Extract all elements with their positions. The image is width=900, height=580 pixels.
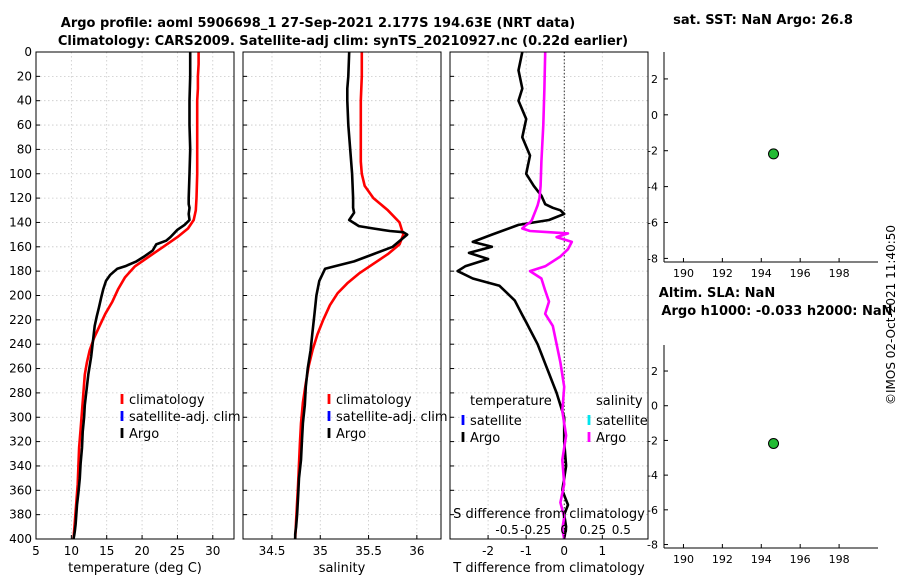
x-tick-label: 0 bbox=[560, 544, 568, 558]
series-line-climatology bbox=[72, 52, 200, 540]
x-tick-label: 196 bbox=[790, 553, 811, 566]
x-tick-label: 190 bbox=[673, 267, 694, 280]
timestamp-label: ©IMOS 02-Oct-2021 11:40:50 bbox=[884, 225, 898, 405]
figure-title-line-2: Climatology: CARS2009. Satellite-adj cli… bbox=[58, 34, 628, 49]
x-tick-label: 1 bbox=[598, 544, 606, 558]
x-tick-label: 192 bbox=[712, 553, 733, 566]
x-tick-label: 194 bbox=[751, 267, 772, 280]
x-tick-label: -1 bbox=[520, 544, 532, 558]
sst-inset-panel: 2 0 -2 -4 -6 -8 190 192 194 196 198 sat. SST: NaN A… bbox=[647, 13, 878, 280]
y-tick-label: -8 bbox=[647, 252, 658, 265]
series-line-salinity-argo bbox=[520, 51, 574, 540]
legend-label: Argo bbox=[470, 431, 500, 446]
top-tick-label: -0.25 bbox=[520, 523, 551, 537]
x-tick-label: 36 bbox=[409, 544, 424, 558]
top-tick-label: 0.5 bbox=[612, 523, 631, 537]
legend-label: Argo bbox=[336, 427, 366, 442]
series-line-argo bbox=[72, 52, 192, 540]
y-tick-label: 60 bbox=[17, 118, 32, 132]
y-tick-label: 40 bbox=[17, 94, 32, 108]
legend-label: climatology bbox=[336, 393, 412, 408]
y-tick-label: 260 bbox=[9, 362, 32, 376]
sla-inset-title-line-1: Altim. SLA: NaN bbox=[659, 286, 775, 301]
legend-label: climatology bbox=[129, 393, 205, 408]
x-tick-label: 194 bbox=[751, 553, 772, 566]
y-tick-label: 220 bbox=[9, 313, 32, 327]
y-tick-label: 2 bbox=[651, 73, 658, 86]
x-axis-label: salinity bbox=[319, 561, 366, 576]
x-tick-label: 25 bbox=[170, 544, 185, 558]
x-tick-label: 35.5 bbox=[355, 544, 382, 558]
y-tick-label: 20 bbox=[17, 69, 32, 83]
y-tick-label: -6 bbox=[647, 504, 658, 517]
top-tick-label: 0 bbox=[560, 523, 568, 537]
y-tick-label: 0 bbox=[24, 45, 32, 59]
y-tick-label: 0 bbox=[651, 109, 658, 122]
legend-title-salinity: salinity bbox=[596, 394, 643, 409]
y-tick-label: -2 bbox=[647, 145, 658, 158]
x-tick-label: 192 bbox=[712, 267, 733, 280]
salinity-panel: 34.5 35 35.5 36 salinity climatology satellite… bbox=[242, 51, 448, 576]
y-tick-label: 180 bbox=[9, 264, 32, 278]
y-tick-label: -4 bbox=[647, 469, 658, 482]
y-tick-label: 2 bbox=[651, 365, 658, 378]
y-tick-label: 380 bbox=[9, 508, 32, 522]
y-tick-label: -2 bbox=[647, 434, 658, 447]
y-tick-label: 100 bbox=[9, 167, 32, 181]
x-tick-label: 190 bbox=[673, 553, 694, 566]
y-tick-label: 240 bbox=[9, 337, 32, 351]
top-tick-label: -0.5 bbox=[495, 523, 518, 537]
figure-title-line-1: Argo profile: aoml 5906698_1 27-Sep-2021… bbox=[61, 16, 575, 31]
x-tick-label: 196 bbox=[790, 267, 811, 280]
profile-location-marker bbox=[768, 148, 780, 160]
y-tick-label: 360 bbox=[9, 483, 32, 497]
x-tick-label: 34.5 bbox=[259, 544, 286, 558]
y-tick-label: 400 bbox=[9, 532, 32, 546]
legend-label: satellite bbox=[470, 414, 522, 429]
y-tick-label: 120 bbox=[9, 191, 32, 205]
legend-title-temperature: temperature bbox=[470, 394, 552, 409]
y-tick-label: 80 bbox=[17, 142, 32, 156]
series-line-climatology bbox=[293, 52, 405, 540]
difference-panel: -2 -1 0 1 T difference from climatology tempe… bbox=[449, 51, 649, 576]
sst-inset-title: sat. SST: NaN Argo: 26.8 bbox=[673, 13, 853, 28]
x-tick-label: -2 bbox=[482, 544, 494, 558]
legend-label: Argo bbox=[129, 427, 159, 442]
profile-location-marker bbox=[768, 437, 780, 449]
y-tick-label: -6 bbox=[647, 217, 658, 230]
y-tick-label: 340 bbox=[9, 459, 32, 473]
x-tick-label: 5 bbox=[32, 544, 40, 558]
legend-label: satellite-adj. clim bbox=[336, 410, 448, 425]
legend-label: satellite-adj. clim bbox=[129, 410, 241, 425]
y-tick-label: 300 bbox=[9, 410, 32, 424]
x-tick-label: 198 bbox=[829, 553, 850, 566]
x-tick-label: 35 bbox=[313, 544, 328, 558]
legend-label: satellite bbox=[596, 414, 648, 429]
y-tick-label: -4 bbox=[647, 181, 658, 194]
x-tick-label: 20 bbox=[134, 544, 149, 558]
y-tick-label: 160 bbox=[9, 240, 32, 254]
x-tick-label: 30 bbox=[205, 544, 220, 558]
x-tick-label: 198 bbox=[829, 267, 850, 280]
sla-inset-panel: 2 0 -2 -4 -6 -8 190 192 194 196 198 Altim. SLA: NaN… bbox=[647, 286, 893, 566]
top-axis-label: S difference from climatology bbox=[453, 507, 645, 522]
temperature-panel: 5 10 15 20 25 3002040608010012014016018020022… bbox=[9, 45, 241, 576]
legend-label: Argo bbox=[596, 431, 626, 446]
top-tick-label: 0.25 bbox=[579, 523, 606, 537]
series-line-argo bbox=[293, 51, 409, 539]
y-tick-label: -8 bbox=[647, 539, 658, 552]
sla-inset-title-line-2: Argo h1000: -0.033 h2000: NaN bbox=[661, 304, 892, 319]
x-tick-label: 15 bbox=[99, 544, 114, 558]
y-tick-label: 140 bbox=[9, 215, 32, 229]
x-tick-label: 10 bbox=[64, 544, 79, 558]
y-tick-label: 280 bbox=[9, 386, 32, 400]
y-tick-label: 200 bbox=[9, 289, 32, 303]
x-axis-label: T difference from climatology bbox=[452, 561, 645, 576]
y-tick-label: 0 bbox=[651, 400, 658, 413]
y-tick-label: 320 bbox=[9, 435, 32, 449]
x-axis-label: temperature (deg C) bbox=[68, 561, 202, 576]
